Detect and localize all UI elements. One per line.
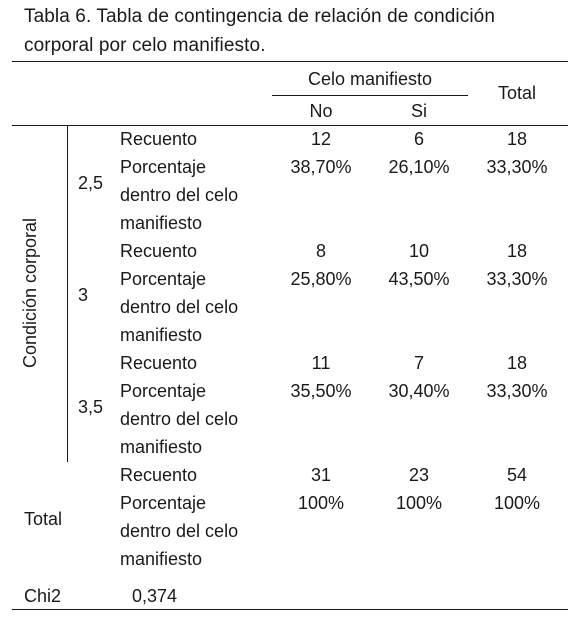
level-label: 3,5 bbox=[78, 397, 104, 417]
cell-count-no: 11 bbox=[311, 353, 331, 373]
total-pct-si: 100% bbox=[395, 493, 443, 513]
stat-label-pct-1: Porcentaje bbox=[120, 493, 207, 513]
level-label: 2,5 bbox=[78, 173, 104, 193]
chi2-label: Chi2 bbox=[24, 586, 62, 606]
cell-count-si: 6 bbox=[413, 129, 424, 149]
header-si: Si bbox=[410, 101, 427, 121]
total-pct-no: 100% bbox=[297, 493, 345, 513]
top-rule bbox=[12, 61, 568, 62]
group-header-rule bbox=[272, 95, 468, 96]
table-caption-line-2: corporal por celo manifiesto. bbox=[24, 35, 266, 56]
stat-label-count: Recuento bbox=[120, 129, 198, 149]
level-label: 3 bbox=[78, 285, 89, 305]
row-group-divider bbox=[67, 125, 68, 462]
header-total: Total bbox=[497, 83, 537, 103]
bottom-rule bbox=[12, 609, 568, 610]
stat-label-pct-2: dentro del celo bbox=[120, 521, 239, 541]
cell-pct-si: 30,40% bbox=[388, 381, 450, 401]
chi2-value: 0,374 bbox=[132, 586, 178, 606]
header-bottom-rule bbox=[12, 125, 568, 126]
row-group-label: Condición corporal bbox=[20, 217, 40, 369]
cell-pct-si: 43,50% bbox=[388, 269, 450, 289]
stat-label-pct-3: manifiesto bbox=[120, 437, 203, 457]
stat-label-pct-2: dentro del celo bbox=[120, 297, 239, 317]
stat-label-count: Recuento bbox=[120, 353, 198, 373]
cell-pct-no: 25,80% bbox=[290, 269, 352, 289]
cell-pct-total: 33,30% bbox=[486, 269, 548, 289]
stat-label-pct-2: dentro del celo bbox=[120, 185, 239, 205]
cell-count-no: 12 bbox=[310, 129, 332, 149]
cell-pct-no: 38,70% bbox=[290, 157, 352, 177]
header-no: No bbox=[309, 101, 333, 121]
stat-label-pct-2: dentro del celo bbox=[120, 409, 239, 429]
cell-count-si: 7 bbox=[413, 353, 424, 373]
stat-label-pct-1: Porcentaje bbox=[120, 269, 207, 289]
cell-count-total: 18 bbox=[506, 241, 528, 261]
cell-count-no: 8 bbox=[315, 241, 326, 261]
cell-pct-total: 33,30% bbox=[486, 381, 548, 401]
cell-pct-si: 26,10% bbox=[388, 157, 450, 177]
stat-label-pct-3: manifiesto bbox=[120, 213, 203, 233]
cell-count-total: 18 bbox=[506, 353, 528, 373]
cell-pct-no: 35,50% bbox=[290, 381, 352, 401]
table-caption-line-1: Tabla 6. Tabla de contingencia de relaci… bbox=[24, 6, 495, 27]
cell-count-si: 10 bbox=[408, 241, 430, 261]
total-count-total: 54 bbox=[506, 465, 528, 485]
cell-count-total: 18 bbox=[506, 129, 528, 149]
stat-label-count: Recuento bbox=[120, 241, 198, 261]
stat-label-pct-3: manifiesto bbox=[120, 325, 203, 345]
total-pct-total: 100% bbox=[493, 493, 541, 513]
stat-label-pct-1: Porcentaje bbox=[120, 157, 207, 177]
stat-label-pct-3: manifiesto bbox=[120, 549, 203, 569]
stat-label-count: Recuento bbox=[120, 465, 198, 485]
header-celo-manifiesto: Celo manifiesto bbox=[307, 69, 433, 89]
cell-pct-total: 33,30% bbox=[486, 157, 548, 177]
total-count-no: 31 bbox=[310, 465, 332, 485]
total-count-si: 23 bbox=[408, 465, 430, 485]
stat-label-pct-1: Porcentaje bbox=[120, 381, 207, 401]
total-row-label: Total bbox=[24, 509, 63, 529]
